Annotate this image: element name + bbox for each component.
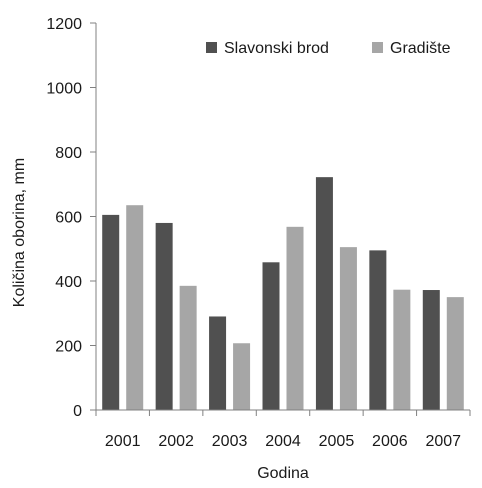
axes-layer <box>90 22 471 416</box>
bar-slavonski-brod-2003 <box>209 316 227 410</box>
x-tick-label: 2005 <box>319 433 355 450</box>
bar-gradiste-2007 <box>446 297 464 410</box>
bar-slavonski-brod-2002 <box>155 222 173 410</box>
bar-slavonski-brod-2007 <box>422 290 440 410</box>
x-tick-label: 2004 <box>265 433 301 450</box>
bars-layer <box>102 177 464 410</box>
y-tick-label: 1000 <box>46 81 82 98</box>
bar-gradiste-2001 <box>126 205 144 410</box>
x-tick-label: 2003 <box>212 433 248 450</box>
legend-label-gradiste: Gradište <box>390 40 451 57</box>
x-axis-label: Godina <box>257 465 309 482</box>
y-tick-label: 400 <box>55 274 82 291</box>
legend: Slavonski brod Gradište <box>206 40 451 57</box>
bar-slavonski-brod-2004 <box>262 262 280 410</box>
x-tick-label: 2006 <box>372 433 408 450</box>
x-tick-label: 2007 <box>425 433 461 450</box>
legend-swatch-gradiste <box>372 42 383 53</box>
bar-gradiste-2006 <box>393 289 411 410</box>
bar-slavonski-brod-2005 <box>315 177 333 410</box>
bar-gradiste-2003 <box>233 343 251 410</box>
y-tick-label: 0 <box>73 403 82 420</box>
y-tick-label: 1200 <box>46 16 82 33</box>
legend-swatch-slavonski-brod <box>206 42 217 53</box>
y-tick-label: 600 <box>55 210 82 227</box>
x-tick-label: 2001 <box>105 433 141 450</box>
bar-slavonski-brod-2006 <box>369 250 387 410</box>
bar-gradiste-2004 <box>286 226 304 410</box>
y-axis-label: Količina oborina, mm <box>11 158 28 307</box>
x-tick-label: 2002 <box>158 433 194 450</box>
bar-gradiste-2005 <box>339 247 357 410</box>
y-tick-label: 800 <box>55 145 82 162</box>
labels-layer: 0 200 400 600 800 1000 1200 2001 2002 2003 2004 200… <box>11 16 461 482</box>
bar-slavonski-brod-2001 <box>102 214 120 410</box>
y-tick-label: 200 <box>55 339 82 356</box>
bar-gradiste-2002 <box>179 285 197 410</box>
legend-label-slavonski-brod: Slavonski brod <box>224 40 329 57</box>
